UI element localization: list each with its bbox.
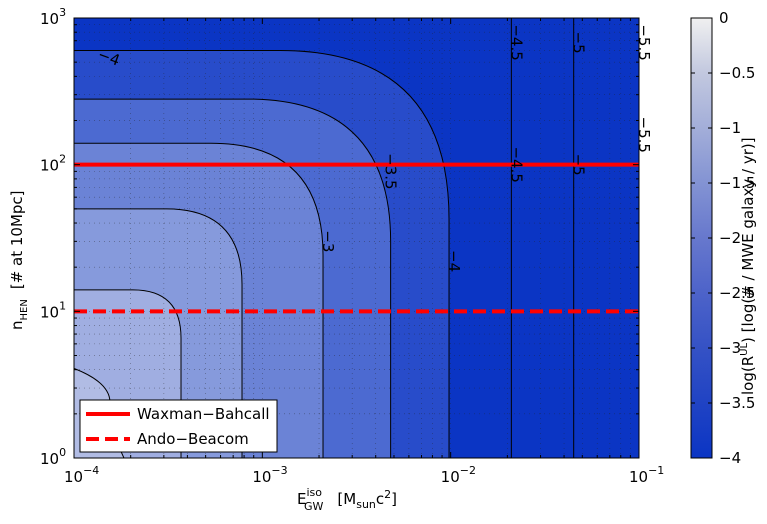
x-label-units-sub: sun	[356, 498, 376, 511]
y-label-sub: HEN	[19, 299, 30, 320]
x-label-sub: GW	[304, 500, 324, 513]
contour-line--2	[74, 289, 182, 458]
x-label-units-close: ]	[391, 490, 397, 508]
x-label-units-open: [M	[337, 490, 356, 508]
x-tick-exponent: −2	[460, 464, 476, 477]
y-label-main: n	[8, 320, 26, 330]
contour-label: −3.5	[381, 153, 399, 189]
contour-line--2_5	[74, 208, 243, 458]
colorbar-tick-label: −2	[719, 229, 741, 247]
x-label-sup: iso	[306, 486, 322, 499]
contour-line--3	[74, 142, 324, 458]
x-tick-exponent: −3	[271, 464, 287, 477]
contour-line--3_5	[74, 98, 392, 458]
x-axis-label: Eiso GW [Msunc2]	[297, 486, 397, 513]
x-tick-label: 10−1	[629, 464, 664, 486]
colorbar-label: log(RUL) [log(# / MWE galaxy / yr)]	[739, 137, 757, 395]
contour-label: −4.5	[507, 146, 525, 182]
plot-frame	[73, 17, 640, 459]
legend-box	[79, 399, 278, 453]
x-axis-ticks: 10−4 10−3 10−2 10−1	[64, 18, 664, 486]
y-tick-exponent: 1	[59, 299, 66, 312]
x-tick-exponent: −1	[648, 464, 664, 477]
y-tick-label: 101	[40, 299, 66, 321]
x-tick-mantissa: 10	[629, 468, 648, 486]
x-tick-mantissa: 10	[64, 468, 83, 486]
y-tick-mantissa: 10	[40, 450, 59, 468]
y-label-rest: [# at 10Mpc]	[8, 190, 26, 289]
contour-label: −5	[570, 154, 588, 176]
x-tick-exponent: −4	[83, 464, 99, 477]
x-tick-label: 10−2	[441, 464, 476, 486]
plot-area: −4 −4.5 −5 −5.5−3.5−3−4−4.5 −5−5.5	[73, 17, 653, 459]
colorbar-tick-label: −1	[719, 119, 741, 137]
contour-label: −5.5	[635, 24, 653, 60]
x-tick-label: 10−4	[64, 464, 99, 486]
colorbar-tick-label: −2.5	[719, 284, 755, 302]
colorbar-tick-label: −3.5	[719, 394, 755, 412]
colorbar: 0 −0.5 −1 −1.5 −2 −2.5 −3 −3.5 −4 log(RUL) [log(…	[690, 9, 757, 467]
y-axis-label: nHEN [# at 10Mpc]	[8, 190, 30, 330]
x-tick-mantissa: 10	[441, 468, 460, 486]
colorbar-label-pre: log(R	[739, 356, 757, 395]
contour-line--4	[74, 50, 450, 458]
y-tick-exponent: 2	[59, 153, 66, 166]
legend: Waxman−Bahcall Ando−Beacom	[79, 399, 278, 453]
y-tick-mantissa: 10	[40, 10, 59, 28]
y-tick-label: 103	[40, 6, 66, 28]
colorbar-tick-label: −0.5	[719, 64, 755, 82]
y-tick-label: 102	[40, 153, 66, 175]
x-label-units-sup: 2	[384, 488, 391, 501]
y-tick-mantissa: 10	[40, 303, 59, 321]
colorbar-label-post: ) [log(# / MWE galaxy / yr)]	[739, 137, 757, 343]
contour-label: −4	[445, 250, 463, 272]
legend-label-waxman-bahcall: Waxman−Bahcall	[137, 405, 270, 423]
colorbar-tick-label: −4	[719, 449, 741, 467]
y-tick-exponent: 0	[59, 446, 66, 459]
colorbar-label-sup: UL	[739, 343, 750, 356]
x-label-main: E	[297, 490, 306, 508]
colorbar-tick-label: 0	[719, 9, 729, 27]
contour-lines	[74, 18, 639, 458]
y-tick-label: 100	[40, 446, 66, 468]
y-tick-mantissa: 10	[40, 157, 59, 175]
series-lines	[74, 162, 639, 314]
contour-label: −3	[319, 230, 337, 252]
x-tick-label: 10−3	[252, 464, 287, 486]
colorbar-tick-label: −3	[719, 339, 741, 357]
colorbar-tick-label: −1.5	[719, 174, 755, 192]
x-tick-mantissa: 10	[252, 468, 271, 486]
x-label-units-c: c	[376, 490, 384, 508]
legend-label-ando-beacom: Ando−Beacom	[137, 430, 249, 448]
colorbar-ticks: 0 −0.5 −1 −1.5 −2 −2.5 −3 −3.5 −4	[691, 9, 755, 467]
contour-label: −4.5	[507, 24, 525, 60]
contour-label: −5	[570, 32, 588, 54]
y-tick-exponent: 3	[59, 6, 66, 19]
contour-label: −5.5	[635, 117, 653, 153]
contour-fills	[74, 18, 639, 458]
